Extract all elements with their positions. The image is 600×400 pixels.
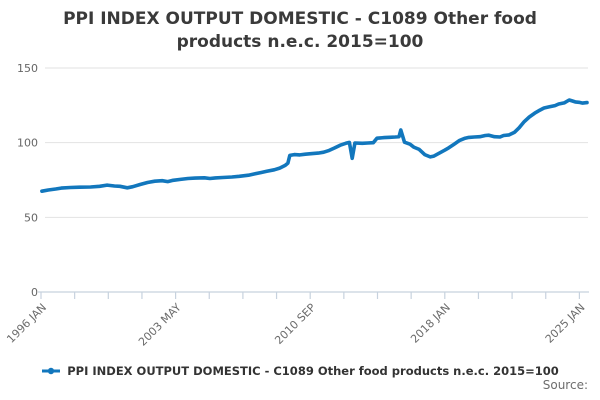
x-tick-label: 2025 JAN bbox=[543, 301, 588, 346]
x-tick-label: 1996 JAN bbox=[4, 301, 49, 346]
legend-item[interactable]: PPI INDEX OUTPUT DOMESTIC - C1089 Other … bbox=[41, 364, 559, 378]
y-tick-label: 0 bbox=[31, 286, 38, 299]
y-tick-label: 50 bbox=[24, 211, 38, 224]
y-tick-label: 150 bbox=[17, 62, 38, 75]
legend-label: PPI INDEX OUTPUT DOMESTIC - C1089 Other … bbox=[67, 364, 559, 378]
chart-plot-area: 0 50 100 150 1996 JAN 2003 MAY 2010 SEP 2018 JA… bbox=[4, 62, 589, 349]
x-tick-label: 2003 MAY bbox=[136, 301, 184, 349]
x-tick-label: 2018 JAN bbox=[408, 301, 453, 346]
y-tick-label: 100 bbox=[17, 137, 38, 150]
x-tick-label: 2010 SEP bbox=[272, 301, 318, 347]
legend-marker-icon bbox=[42, 367, 61, 375]
chart-title: PPI INDEX OUTPUT DOMESTIC - C1089 Other … bbox=[63, 9, 537, 52]
series-line[interactable] bbox=[40, 98, 589, 193]
legend: PPI INDEX OUTPUT DOMESTIC - C1089 Other … bbox=[0, 361, 600, 380]
source-label: Source: bbox=[542, 378, 588, 392]
